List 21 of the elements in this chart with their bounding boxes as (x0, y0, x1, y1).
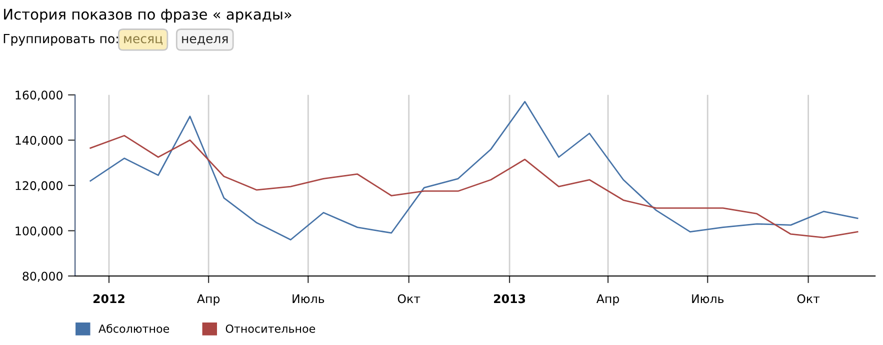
text: Группировать по: (4, 34, 118, 46)
chart-title: История показов по фразе « аркады» (4, 8, 292, 23)
x-tick-label: Июль (292, 294, 324, 304)
y-tick-label: 100,000 (16, 226, 62, 237)
line-series (90, 100, 858, 240)
x-tick-label: Окт (797, 294, 820, 304)
y-tick-label: 160,000 (16, 90, 62, 101)
y-tick-label: 80,000 (22, 272, 62, 282)
x-tick-label: 2013 (494, 294, 526, 304)
x-tick-label: Апр (197, 294, 220, 306)
x-tick-label: Июль (692, 294, 724, 304)
line-series (90, 134, 858, 238)
y-tick-label: 120,000 (16, 181, 62, 192)
text: месяц (124, 36, 162, 45)
x-tick-label: Окт (398, 294, 420, 304)
x-tick-label: Апр (596, 294, 620, 306)
legend-label: Абсолютное (98, 324, 170, 333)
legend-label: Относительное (226, 324, 316, 333)
x-tick-label: 2012 (93, 294, 124, 304)
text: неделя (182, 36, 228, 45)
y-tick-label: 140,000 (16, 136, 62, 146)
